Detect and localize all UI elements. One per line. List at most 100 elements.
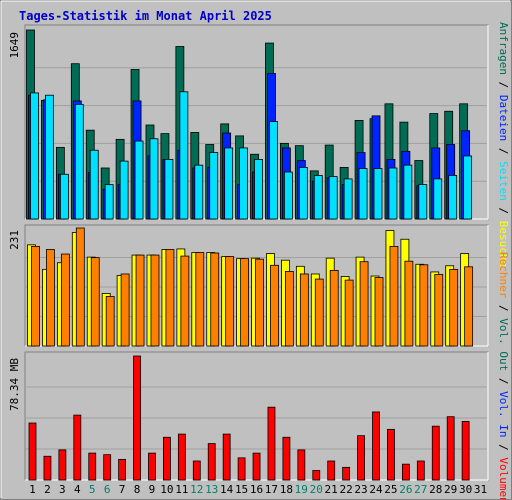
x-tick-label: 17 [265,483,278,496]
legend-segment: Vol. Out [497,318,510,371]
chart-bars [26,29,474,481]
x-tick-label: 16 [250,483,263,496]
x-tick-label: 25 [384,483,397,496]
x-tick-label: 26 [399,483,412,496]
bar-rechner-5 [90,257,100,347]
bar-rechner-1 [31,245,40,347]
bar-seiten-24 [373,168,383,220]
bar-rechner-6 [105,296,115,347]
bar-seiten-19 [298,167,308,220]
x-tick-label: 2 [44,483,51,496]
y-max-label: 1649 [8,32,21,59]
x-tick-label: 28 [429,483,442,496]
bar-seiten-21 [328,176,338,220]
legend-segment: Dateien [497,95,510,141]
x-tick-label: 30 [459,483,472,496]
bar-seiten-27 [418,184,428,220]
bar-seiten-25 [388,167,398,220]
y-max-label: 231 [8,230,21,250]
x-tick-label: 3 [59,483,66,496]
bar-seiten-13 [209,152,219,220]
x-tick-label: 19 [295,483,308,496]
legend-segment: Rechner [497,252,510,299]
bar-seiten-29 [448,175,458,220]
bar-volumen-14 [222,433,231,481]
x-tick-label: 11 [175,483,188,496]
bar-rechner-3 [60,253,70,347]
legend-segment: Vol. In [497,391,510,437]
bar-volumen-15 [237,457,246,481]
bar-volumen-24 [372,411,380,481]
x-tick-label: 9 [149,483,156,496]
y-max-label: 78.34 MB [8,358,21,411]
bar-volumen-25 [387,428,395,481]
bar-volumen-19 [297,449,306,481]
bar-volumen-12 [192,460,201,481]
bar-seiten-28 [433,178,443,220]
legend-segment: / [497,141,510,161]
bar-seiten-2 [45,94,54,220]
bar-rechner-10 [165,249,175,347]
bar-seiten-18 [284,171,293,220]
bar-rechner-8 [135,254,145,347]
bar-seiten-12 [194,164,204,220]
bar-rechner-4 [75,227,85,347]
bar-volumen-29 [446,416,455,481]
x-tick-label: 29 [444,483,457,496]
chart-panels [24,24,489,481]
bar-seiten-7 [119,160,129,220]
bar-volumen-6 [103,454,112,481]
x-tick-label: 15 [235,483,248,496]
bar-volumen-5 [88,452,97,481]
axis-labels: 1649 231 78.34 MB [8,32,21,411]
bar-volumen-3 [58,449,67,481]
bar-rechner-29 [449,268,459,347]
bar-seiten-15 [239,147,248,220]
x-tick-label: 5 [89,483,96,496]
bar-rechner-13 [210,252,220,347]
bar-seiten-8 [134,140,144,220]
bar-seiten-1 [30,92,39,220]
bar-volumen-16 [252,452,261,481]
legend-segment: Anfragen [497,22,510,75]
bar-volumen-30 [461,421,470,481]
bar-volumen-11 [177,433,186,481]
bar-volumen-13 [207,443,216,481]
bar-rechner-22 [344,279,354,347]
bar-volumen-8 [133,355,141,481]
bar-rechner-23 [359,261,369,347]
bar-rechner-2 [46,249,55,347]
bar-seiten-26 [403,164,413,220]
bar-rechner-9 [150,254,160,347]
bar-rechner-16 [255,258,264,347]
bar-seiten-16 [254,159,263,220]
bar-rechner-18 [285,271,294,347]
bar-seiten-5 [89,149,99,220]
bar-rechner-30 [464,266,474,347]
legend-segment: Seiten [497,161,510,201]
x-tick-label: 31 [474,483,487,496]
bar-rechner-27 [419,264,429,347]
bar-seiten-22 [343,178,353,220]
x-tick-label: 21 [325,483,338,496]
x-tick-label: 14 [220,483,234,496]
bar-rechner-15 [240,258,249,347]
bar-volumen-28 [431,425,440,481]
x-tick-label: 8 [134,483,141,496]
bar-rechner-20 [314,278,324,347]
bar-seiten-3 [59,173,69,220]
x-tick-label: 20 [310,483,323,496]
right-side-legend: Anfragen / Dateien / Seiten / BesucheRec… [497,22,510,500]
legend-segment: / [497,371,510,391]
legend-segment: Volumen [497,457,510,500]
bar-seiten-10 [164,159,174,220]
bar-rechner-24 [374,277,384,347]
legend-segment: / [497,201,510,221]
x-tick-label: 7 [119,483,126,496]
bar-volumen-20 [312,470,321,481]
bar-seiten-14 [224,147,234,220]
legend-segment: / [497,437,510,457]
bar-seiten-17 [269,121,278,220]
bar-rechner-25 [389,245,399,347]
